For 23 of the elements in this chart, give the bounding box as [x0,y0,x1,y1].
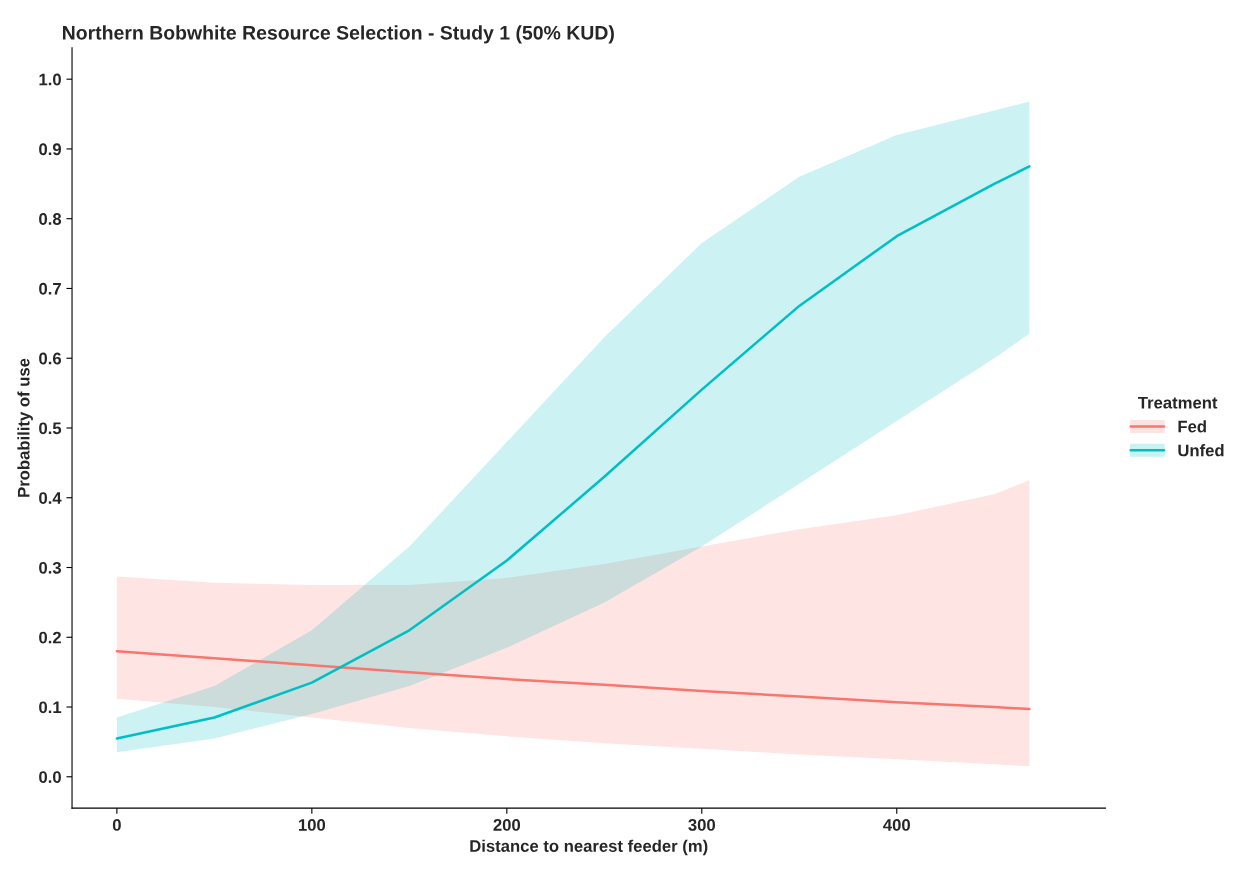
y-axis-title: Probability of use [17,358,33,497]
x-tick-label: 300 [688,819,716,831]
x-tick-label: 200 [493,819,521,831]
legend-label: Unfed [1178,444,1224,457]
chart-title: Northern Bobwhite Resource Selection - Study 1 (50% KUD) [63,25,614,44]
y-tick-label: 0.3 [39,561,62,574]
x-axis-title: Distance to nearest feeder (m) [470,839,708,856]
y-tick-label: 0.5 [39,422,62,435]
y-tick-label: 0.6 [39,352,62,365]
y-tick-label: 0.0 [39,771,61,783]
y-tick-label: 0.4 [39,492,62,504]
legend-label: Fed [1178,420,1206,433]
y-tick-label: 0.2 [39,631,61,644]
x-tick-label: 100 [299,819,326,831]
y-tick-label: 0.9 [39,143,61,156]
y-tick-label: 0.1 [39,701,62,714]
y-tick-label: 0.7 [39,282,61,295]
y-tick-label: 1.0 [39,73,61,86]
legend-title: Treatment [1138,396,1218,409]
line-series [115,649,1031,711]
y-tick-label: 0.8 [39,213,62,225]
x-tick-label: 0 [112,819,121,831]
x-tick-label: 400 [883,819,910,831]
